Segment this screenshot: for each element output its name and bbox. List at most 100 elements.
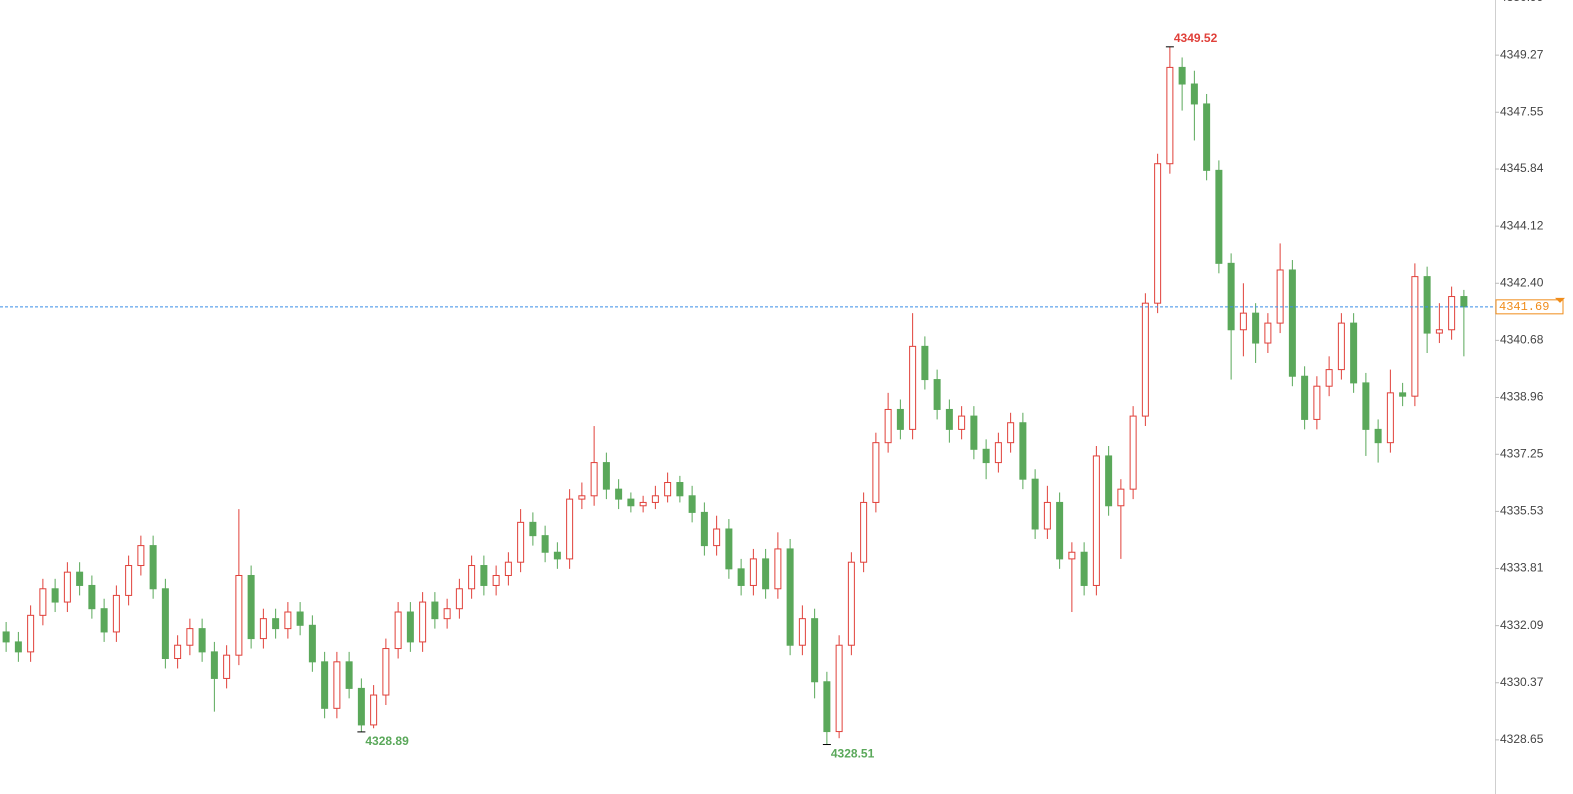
candle-body	[247, 574, 255, 640]
candle-body	[749, 558, 757, 586]
y-tick-label: 4345.84	[1500, 161, 1544, 175]
candle-body	[492, 574, 500, 586]
candle-body	[1288, 269, 1296, 377]
candle-body	[259, 618, 267, 640]
candle-body	[921, 345, 929, 381]
candle-body	[39, 588, 47, 616]
candle-body	[308, 624, 316, 663]
candle-body	[676, 482, 684, 497]
candle-body	[1007, 422, 1015, 444]
candle-body	[884, 408, 892, 444]
candle-body	[27, 614, 35, 653]
candle-body	[51, 588, 59, 603]
candle-body	[700, 511, 708, 547]
candle-body	[345, 661, 353, 689]
candle-body	[480, 565, 488, 586]
candle-body	[994, 442, 1002, 464]
candle-body	[1411, 276, 1419, 397]
y-tick-label: 4335.53	[1500, 504, 1544, 518]
y-tick-label: 4337.25	[1500, 446, 1544, 460]
candle-body	[357, 687, 365, 726]
candle-body	[370, 694, 378, 726]
candle-body	[14, 641, 22, 653]
candle-body	[909, 345, 917, 430]
candle-body	[235, 574, 243, 656]
candle-body	[1276, 269, 1284, 324]
candle-body	[1068, 551, 1076, 560]
candle-body	[982, 448, 990, 464]
candle-body	[186, 628, 194, 646]
candle-body	[762, 558, 770, 590]
candle-body	[321, 661, 329, 709]
candle-body	[406, 611, 414, 643]
candle-body	[210, 651, 218, 679]
candle-body	[1178, 66, 1186, 85]
candle-body	[1019, 422, 1027, 480]
y-tick-label: 4340.68	[1500, 333, 1544, 347]
candle-body	[1203, 103, 1211, 171]
candle-body	[333, 661, 341, 709]
candle-body	[725, 528, 733, 570]
candle-body	[737, 568, 745, 586]
y-tick-label: 4328.65	[1500, 732, 1544, 746]
candle-body	[1154, 163, 1162, 304]
candle-body	[1301, 375, 1309, 420]
y-tick-label: 4330.37	[1500, 675, 1544, 689]
y-tick-label: 4333.81	[1500, 561, 1544, 575]
candle-body	[847, 561, 855, 646]
candle-body	[615, 488, 623, 500]
candle-body	[553, 551, 561, 560]
candle-body	[63, 571, 71, 603]
candle-body	[639, 501, 647, 507]
price-box	[1495, 299, 1564, 315]
candle-body	[88, 584, 96, 610]
candle-body	[112, 594, 120, 633]
candle-body	[945, 408, 953, 430]
candle-body	[1350, 322, 1358, 384]
candle-body	[174, 644, 182, 660]
candle-body	[774, 548, 782, 590]
candle-body	[431, 601, 439, 620]
candle-body	[1374, 428, 1382, 444]
candle-body	[198, 628, 206, 653]
candle-body	[798, 618, 806, 646]
candle-body	[137, 545, 145, 567]
candle-body	[529, 521, 537, 537]
candle-body	[713, 528, 721, 547]
candle-body	[455, 588, 463, 610]
candle-body	[1337, 322, 1345, 371]
candle-body	[823, 681, 831, 733]
candle-body	[651, 495, 659, 503]
candle-body	[958, 415, 966, 430]
candle-body	[1325, 369, 1333, 387]
candle-body	[1252, 312, 1260, 344]
candle-body	[970, 415, 978, 450]
low-label: 4328.89	[365, 734, 409, 748]
high-label: 4349.52	[1174, 31, 1218, 45]
candle-body	[1435, 329, 1443, 334]
candle-body	[1423, 276, 1431, 334]
candle-body	[1031, 478, 1039, 530]
candle-body	[1227, 262, 1235, 331]
candle-body	[1448, 296, 1456, 331]
candle-body	[394, 611, 402, 650]
candle-body	[468, 565, 476, 590]
price-marker	[1555, 297, 1565, 303]
candle-body	[272, 618, 280, 630]
candle-body	[664, 482, 672, 497]
candle-body	[419, 601, 427, 643]
candle-body	[1056, 501, 1064, 560]
candle-body	[2, 631, 10, 643]
candle-body	[1166, 66, 1174, 165]
candle-body	[578, 495, 586, 500]
candle-body	[627, 498, 635, 507]
candle-body	[100, 608, 108, 633]
candle-body	[1362, 382, 1370, 430]
y-tick-label: 4349.27	[1500, 47, 1544, 61]
candle-body	[1215, 169, 1223, 264]
y-tick-label: 4338.96	[1500, 390, 1544, 404]
y-tick-label: 4342.40	[1500, 275, 1544, 289]
candle-body	[1460, 296, 1468, 308]
y-tick-label: 4347.55	[1500, 104, 1544, 118]
